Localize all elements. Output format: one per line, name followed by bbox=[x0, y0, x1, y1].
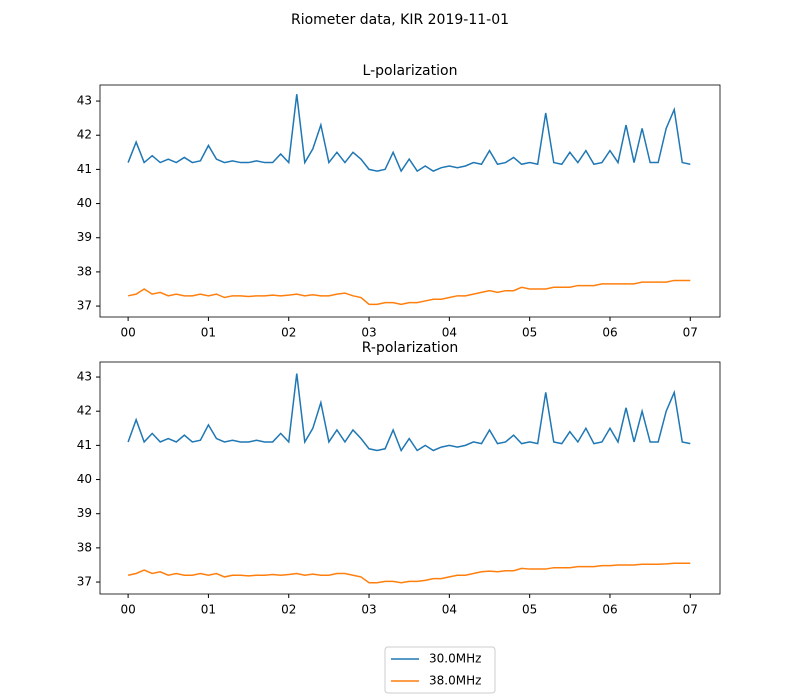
x-tick-label: 04 bbox=[442, 603, 457, 617]
x-tick-label: 01 bbox=[201, 603, 216, 617]
x-tick-label: 00 bbox=[120, 603, 135, 617]
y-tick-label: 42 bbox=[77, 128, 92, 142]
x-tick-label: 02 bbox=[281, 326, 296, 340]
y-tick-label: 37 bbox=[77, 299, 92, 313]
series-line bbox=[127, 562, 691, 584]
x-tick-label: 06 bbox=[602, 326, 617, 340]
y-tick-label: 37 bbox=[77, 575, 92, 589]
legend-label: 30.0MHz bbox=[429, 652, 481, 666]
series-line bbox=[127, 94, 691, 173]
y-tick-label: 40 bbox=[77, 472, 92, 486]
y-tick-label: 41 bbox=[77, 438, 92, 452]
x-tick-label: 07 bbox=[683, 603, 698, 617]
y-tick-label: 42 bbox=[77, 404, 92, 418]
x-tick-label: 05 bbox=[522, 603, 537, 617]
y-tick-label: 39 bbox=[77, 506, 92, 520]
axes-frame bbox=[99, 84, 721, 318]
axes-frame bbox=[99, 361, 721, 595]
x-tick-label: 01 bbox=[201, 326, 216, 340]
y-tick-label: 41 bbox=[77, 162, 92, 176]
x-tick-label: 07 bbox=[683, 326, 698, 340]
y-tick-label: 40 bbox=[77, 196, 92, 210]
x-tick-label: 02 bbox=[281, 603, 296, 617]
y-tick-label: 38 bbox=[77, 540, 92, 554]
y-tick-label: 43 bbox=[77, 94, 92, 108]
axes-title: L-polarization bbox=[363, 63, 458, 79]
x-tick-label: 06 bbox=[602, 603, 617, 617]
figure-title: Riometer data, KIR 2019-11-01 bbox=[291, 12, 509, 28]
x-tick-label: 05 bbox=[522, 326, 537, 340]
series-line bbox=[127, 373, 691, 453]
x-tick-label: 00 bbox=[120, 326, 135, 340]
legend-label: 38.0MHz bbox=[429, 674, 481, 688]
x-tick-label: 03 bbox=[361, 326, 376, 340]
y-tick-label: 43 bbox=[77, 370, 92, 384]
x-tick-label: 04 bbox=[442, 326, 457, 340]
axes-title: R-polarization bbox=[362, 340, 459, 356]
y-tick-label: 39 bbox=[77, 230, 92, 244]
y-tick-label: 38 bbox=[77, 264, 92, 278]
x-tick-label: 03 bbox=[361, 603, 376, 617]
series-line bbox=[127, 279, 691, 306]
